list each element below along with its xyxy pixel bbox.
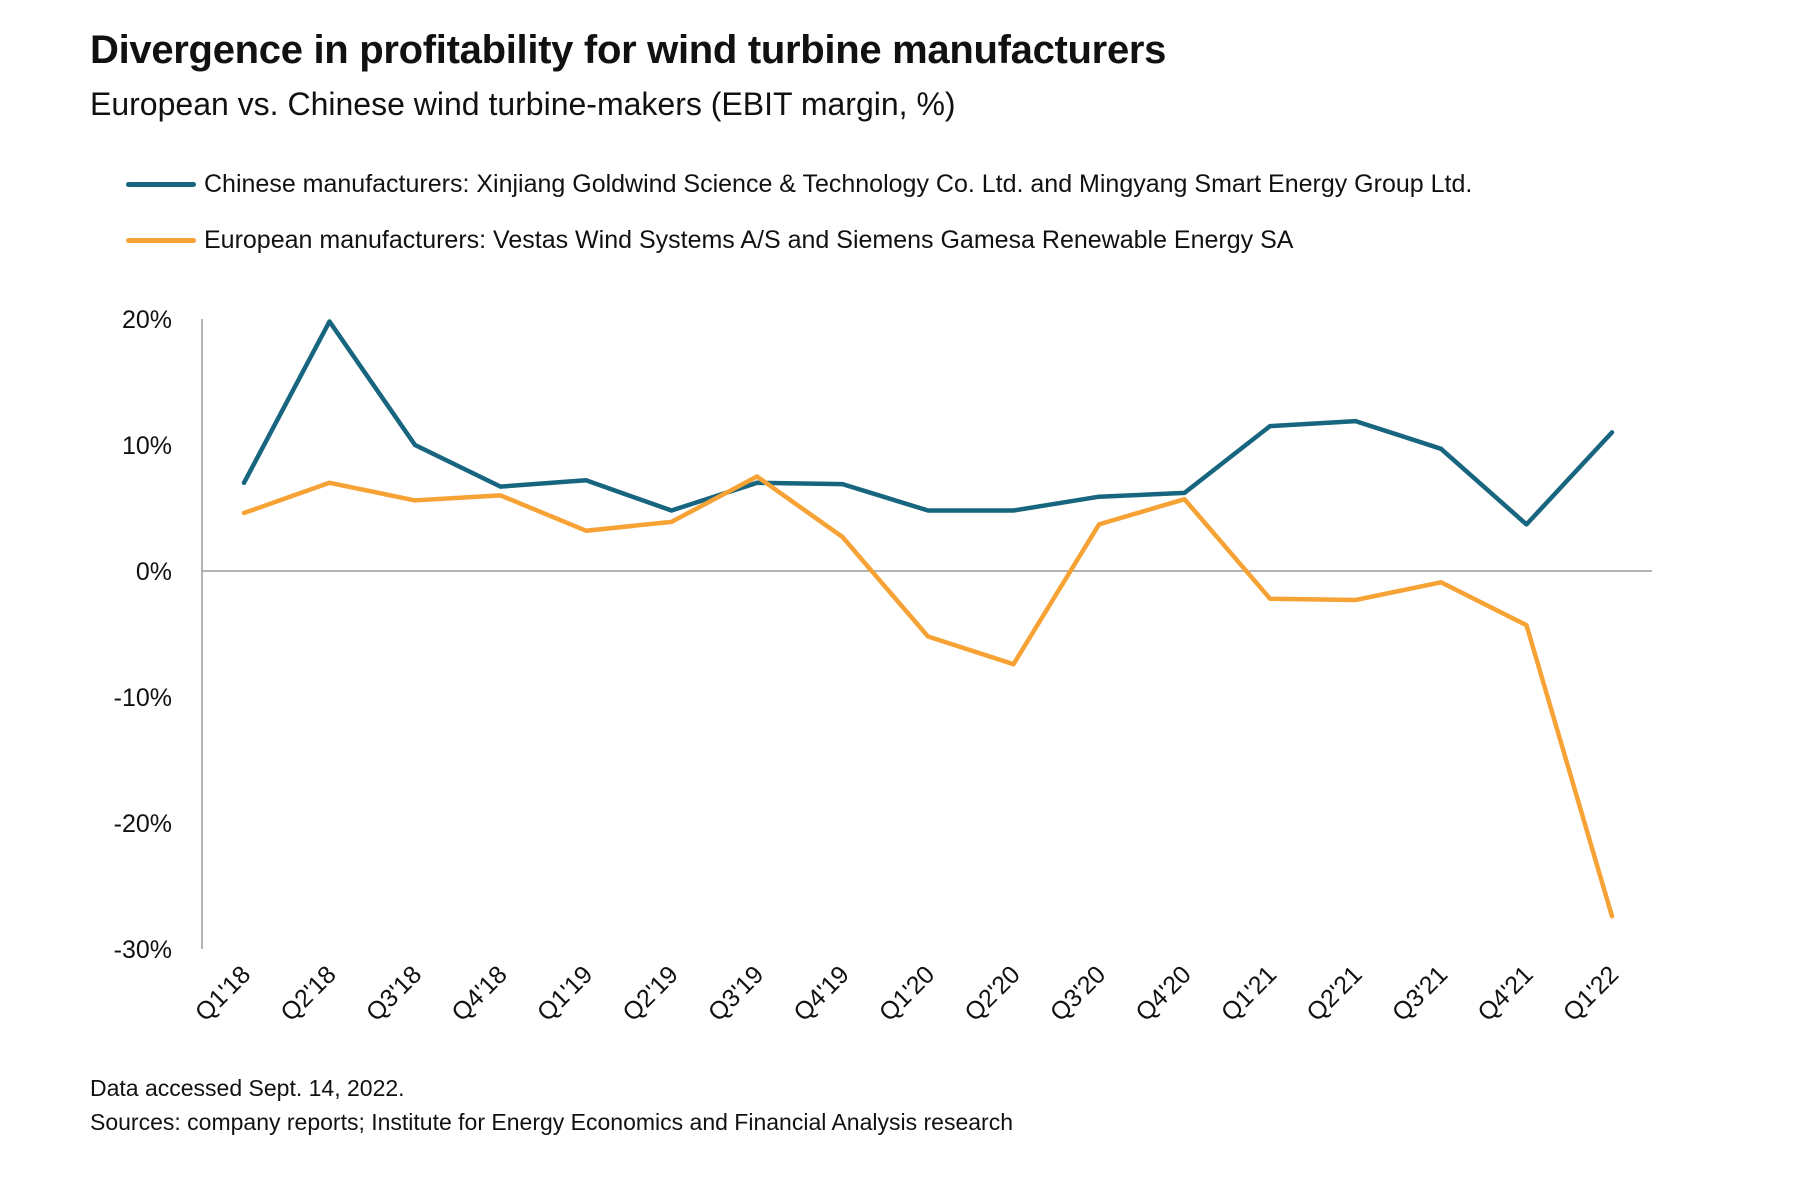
chart-subtitle: European vs. Chinese wind turbine-makers… [90,86,956,122]
legend: Chinese manufacturers: Xinjiang Goldwind… [126,156,1472,268]
x-tick-label: Q1'22 [1558,960,1624,1026]
x-tick-label: Q4'19 [788,960,854,1026]
data-point-european [1610,914,1614,919]
data-point-european [1268,596,1272,601]
chart-axes [201,319,1652,949]
chart-title: Divergence in profitability for wind tur… [90,28,1167,72]
data-point-chinese [1439,446,1443,451]
data-point-european [1353,597,1358,602]
x-tick-label: Q2'19 [617,960,683,1026]
data-point-chinese [840,482,845,487]
x-tick-label: Q2'20 [959,960,1025,1026]
x-tick-label: Q1'19 [532,960,598,1026]
x-axis-ticks: Q1'18 Q2'18 Q3'18 Q4'18 Q1'19 Q2'19 Q3'19 Q4'19… [190,960,1624,1026]
data-point-chinese [327,319,332,324]
legend-swatch-european [126,237,196,243]
data-point-chinese [242,480,246,485]
data-point-european [1524,623,1529,628]
x-tick-label: Q3'20 [1045,960,1111,1026]
x-tick-label: Q1'18 [190,960,256,1026]
x-tick-label: Q3'19 [703,960,769,1026]
data-point-chinese [584,478,588,483]
data-point-european [1182,497,1187,502]
legend-item-european: European manufacturers: Vestas Wind Syst… [126,212,1472,268]
y-tick-label: -30% [114,936,172,964]
data-accessed-note: Data accessed Sept. 14, 2022. [90,1075,405,1101]
data-point-chinese [1524,522,1529,527]
x-tick-label: Q4'21 [1472,960,1538,1026]
legend-label-chinese: Chinese manufacturers: Xinjiang Goldwind… [204,169,1473,198]
data-point-chinese [1011,508,1016,513]
y-axis-ticks: 20% 10% 0% -10% -20% -30% [114,306,172,964]
data-point-chinese [413,443,417,447]
data-point-chinese [755,480,759,485]
legend-label-european: European manufacturers: Vestas Wind Syst… [204,225,1294,254]
legend-swatch-chinese [126,181,196,187]
y-tick-label: 10% [122,432,172,460]
data-point-chinese [1268,424,1272,429]
x-tick-label: Q3'18 [361,960,427,1026]
x-tick-label: Q3'21 [1387,960,1453,1026]
data-point-european [1439,580,1443,585]
data-point-european [755,474,759,479]
series-line-chinese [241,319,1615,527]
x-tick-label: Q4'20 [1130,960,1196,1026]
data-point-chinese [498,484,503,489]
data-point-european [584,528,588,533]
data-point-european [242,511,246,516]
x-tick-label: Q2'18 [275,960,341,1026]
footnote: Data accessed Sept. 14, 2022. Sources: c… [90,1071,1013,1139]
data-point-european [327,480,332,485]
data-point-chinese [926,508,930,513]
data-point-chinese [1353,419,1358,424]
data-point-european [1097,522,1101,527]
y-tick-label: 0% [136,558,172,586]
x-tick-label: Q4'18 [446,960,512,1026]
y-tick-label: 20% [122,306,172,334]
y-tick-label: -20% [114,810,172,838]
chart-series [241,319,1615,919]
x-tick-label: Q2'21 [1301,960,1367,1026]
data-point-european [669,519,674,524]
data-point-chinese [1097,494,1101,499]
series-line-european [241,474,1615,919]
sources-note: Sources: company reports; Institute for … [90,1109,1013,1135]
data-point-chinese [1610,430,1614,435]
data-point-european [413,498,417,503]
x-tick-label: Q1'21 [1216,960,1282,1026]
y-tick-label: -10% [114,684,172,712]
data-point-chinese [669,508,674,513]
data-point-chinese [1182,490,1187,495]
data-point-european [498,493,503,498]
x-tick-label: Q1'20 [874,960,940,1026]
data-point-european [926,634,930,639]
legend-item-chinese: Chinese manufacturers: Xinjiang Goldwind… [126,156,1472,212]
data-point-european [840,534,845,539]
data-point-european [1011,662,1016,667]
